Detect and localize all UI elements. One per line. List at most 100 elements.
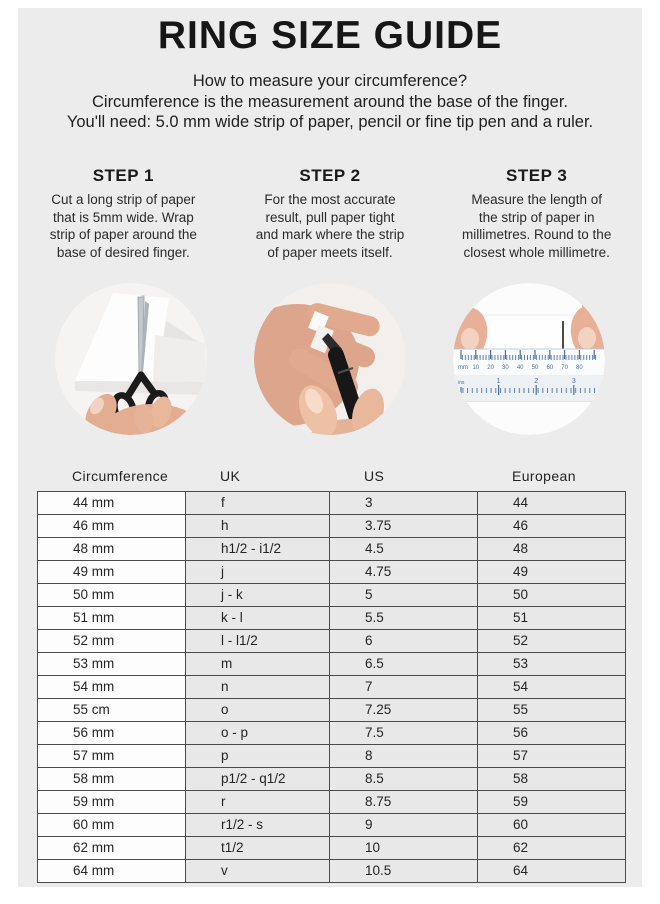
intro-line-2: Circumference is the measurement around …: [91, 92, 568, 111]
paper-flap: [153, 335, 207, 383]
us-size-cell: 5.5: [329, 607, 477, 629]
step-1: STEP 1 Cut a long strip of paper that is…: [24, 166, 223, 261]
header-uk: UK: [220, 468, 241, 484]
step-3-text: the strip of paper in: [478, 209, 595, 225]
circumference-cell: 57 mm: [38, 745, 185, 767]
ruler-tick-label: 70: [561, 365, 568, 371]
intro-line-3: You'll need: 5.0 mm wide strip of paper,…: [66, 113, 594, 131]
uk-size-cell: j: [185, 561, 329, 583]
circumference-cell: 44 mm: [38, 492, 185, 514]
step-3-text: millimetres. Round to the: [462, 227, 612, 242]
table-row: 51 mm k - l 5.5 51: [38, 606, 625, 629]
step-1-text: that is 5mm wide. Wrap: [52, 209, 194, 225]
european-size-cell: 52: [477, 630, 625, 652]
uk-size-cell: j - k: [185, 584, 329, 606]
step-3-text: closest whole millimetre.: [463, 244, 610, 260]
uk-size-cell: r1/2 - s: [185, 814, 329, 836]
table-row: 44 mm f 3 44: [38, 492, 625, 514]
circumference-cell: 56 mm: [38, 722, 185, 744]
table-row: 59 mm r 8.75 59: [38, 790, 625, 813]
uk-size-cell: p1/2 - q1/2: [185, 768, 329, 790]
header-us: US: [364, 468, 385, 484]
uk-size-cell: t1/2: [185, 837, 329, 859]
circumference-cell: 49 mm: [38, 561, 185, 583]
european-size-cell: 51: [477, 607, 625, 629]
european-size-cell: 58: [477, 768, 625, 790]
hand-holding-scissors: [85, 393, 203, 435]
ruler-tick-label: 50: [532, 365, 539, 371]
table-row: 56 mm o - p 7.5 56: [38, 721, 625, 744]
table-row: 46 mm h 3.75 46: [38, 514, 625, 537]
step-1-text: base of desired finger.: [56, 244, 190, 260]
us-size-cell: 4.5: [329, 538, 477, 560]
uk-size-cell: r: [185, 791, 329, 813]
us-size-cell: 7.25: [329, 699, 477, 721]
us-size-cell: 9: [329, 814, 477, 836]
paper-under-shadow: [75, 381, 203, 395]
european-size-cell: 50: [477, 584, 625, 606]
european-size-cell: 57: [477, 745, 625, 767]
intro-line-1: How to measure your circumference?: [192, 72, 468, 90]
step-3-label: STEP 3: [506, 166, 568, 185]
circumference-cell: 46 mm: [38, 515, 185, 537]
european-size-cell: 55: [477, 699, 625, 721]
european-size-cell: 44: [477, 492, 625, 514]
guide-sheet: RING SIZE GUIDE How to measure your circ…: [18, 8, 642, 887]
circumference-cell: 62 mm: [38, 837, 185, 859]
european-size-cell: 48: [477, 538, 625, 560]
uk-size-cell: o - p: [185, 722, 329, 744]
step-2-label: STEP 2: [299, 166, 361, 185]
ruler-tick-label: 40: [517, 365, 524, 371]
circumference-cell: 53 mm: [38, 653, 185, 675]
circumference-cell: 54 mm: [38, 676, 185, 698]
step-photos-row: mm 10 20 30 40 50 60 70 80 ins 1: [18, 283, 642, 435]
table-row: 58 mm p1/2 - q1/2 8.5 58: [38, 767, 625, 790]
step-3-photo-measuring-ruler: mm 10 20 30 40 50 60 70 80 ins 1: [453, 283, 605, 435]
table-row: 52 mm l - l1/2 6 52: [38, 629, 625, 652]
us-size-cell: 6.5: [329, 653, 477, 675]
step-2: STEP 2 For the most accurate result, pul…: [231, 166, 430, 261]
header-european: European: [512, 468, 576, 484]
ruler-inch-label: 2: [534, 378, 538, 385]
ruler-inch-label: 3: [572, 378, 576, 385]
step-3: STEP 3 Measure the length of the strip o…: [437, 166, 636, 261]
circumference-cell: 64 mm: [38, 860, 185, 882]
european-size-cell: 46: [477, 515, 625, 537]
uk-size-cell: v: [185, 860, 329, 882]
european-size-cell: 56: [477, 722, 625, 744]
ruler-icon: mm 10 20 30 40 50 60 70 80 ins 1: [453, 348, 605, 402]
european-size-cell: 60: [477, 814, 625, 836]
step-1-photo-cutting-paper: [55, 283, 207, 435]
us-size-cell: 10.5: [329, 860, 477, 882]
uk-size-cell: o: [185, 699, 329, 721]
uk-size-cell: n: [185, 676, 329, 698]
table-row: 62 mm t1/2 10 62: [38, 836, 625, 859]
uk-size-cell: m: [185, 653, 329, 675]
table-row: 54 mm n 7 54: [38, 675, 625, 698]
circumference-cell: 48 mm: [38, 538, 185, 560]
uk-size-cell: l - l1/2: [185, 630, 329, 652]
step-2-text: For the most accurate: [264, 192, 396, 207]
header-circumference: Circumference: [72, 468, 169, 484]
us-size-cell: 8.75: [329, 791, 477, 813]
european-size-cell: 49: [477, 561, 625, 583]
us-size-cell: 4.75: [329, 561, 477, 583]
table-row: 57 mm p 8 57: [38, 744, 625, 767]
ruler-tick-label: 10: [472, 365, 479, 371]
european-size-cell: 54: [477, 676, 625, 698]
table-row: 53 mm m 6.5 53: [38, 652, 625, 675]
european-size-cell: 53: [477, 653, 625, 675]
uk-size-cell: k - l: [185, 607, 329, 629]
table-row: 64 mm v 10.5 64: [38, 859, 625, 882]
steps-row: STEP 1 Cut a long strip of paper that is…: [24, 166, 636, 261]
uk-size-cell: h: [185, 515, 329, 537]
circumference-cell: 55 cm: [38, 699, 185, 721]
step-3-text: Measure the length of: [471, 192, 602, 207]
european-size-cell: 64: [477, 860, 625, 882]
step-2-text: and mark where the strip: [255, 227, 405, 242]
ruler-inch-label: 1: [497, 378, 501, 385]
table-row: 49 mm j 4.75 49: [38, 560, 625, 583]
circumference-cell: 52 mm: [38, 630, 185, 652]
step-1-label: STEP 1: [92, 166, 154, 185]
